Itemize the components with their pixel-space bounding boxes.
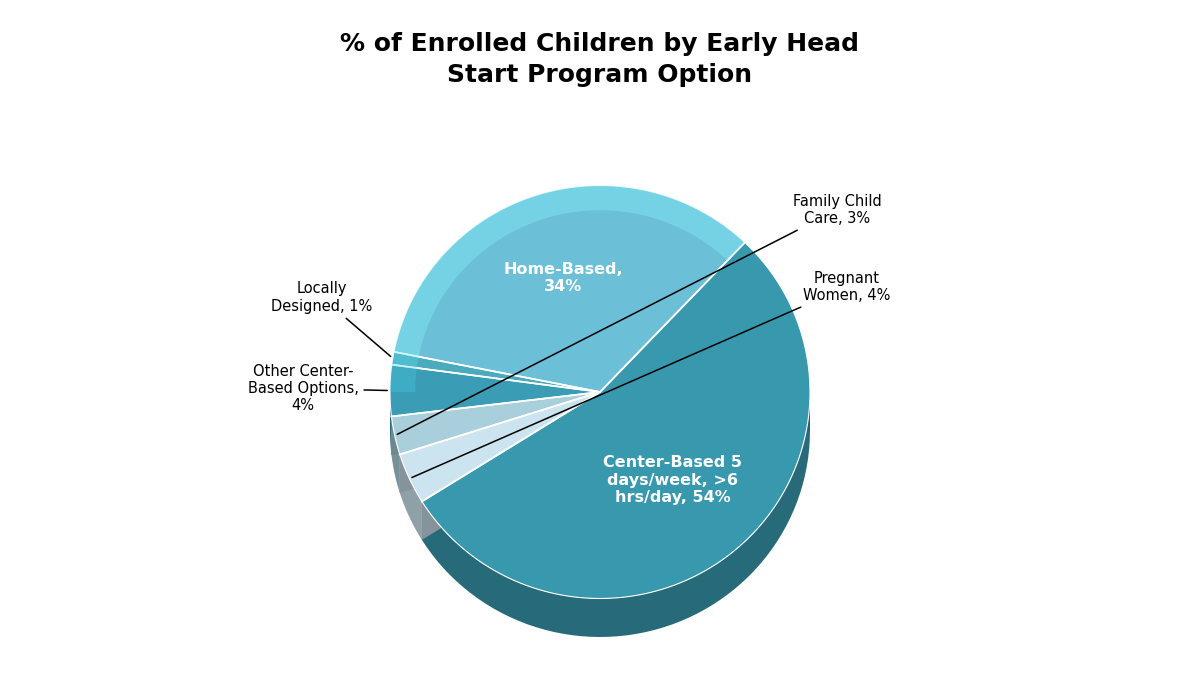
Polygon shape — [400, 392, 600, 493]
Polygon shape — [390, 365, 416, 392]
Polygon shape — [422, 392, 810, 637]
Polygon shape — [391, 392, 600, 454]
Polygon shape — [394, 186, 745, 357]
Polygon shape — [422, 392, 600, 540]
Text: Other Center-
Based Options,
4%: Other Center- Based Options, 4% — [247, 363, 388, 414]
Text: Start Program Option: Start Program Option — [448, 63, 752, 87]
Polygon shape — [422, 242, 810, 598]
Text: Locally
Designed, 1%: Locally Designed, 1% — [271, 281, 391, 356]
Polygon shape — [400, 392, 600, 493]
Polygon shape — [392, 352, 600, 392]
Polygon shape — [390, 365, 600, 416]
Polygon shape — [400, 392, 600, 501]
Text: % of Enrolled Children by Early Head: % of Enrolled Children by Early Head — [341, 32, 859, 55]
Polygon shape — [391, 392, 600, 455]
Text: Pregnant
Women, 4%: Pregnant Women, 4% — [412, 271, 890, 477]
Polygon shape — [391, 416, 400, 493]
Polygon shape — [391, 392, 600, 455]
Polygon shape — [600, 392, 810, 430]
Text: Home-Based,
34%: Home-Based, 34% — [503, 262, 623, 294]
Polygon shape — [422, 392, 600, 540]
Polygon shape — [390, 392, 600, 430]
Text: Family Child
Care, 3%: Family Child Care, 3% — [397, 194, 881, 435]
Text: Center-Based 5
days/week, >6
hrs/day, 54%: Center-Based 5 days/week, >6 hrs/day, 54… — [604, 455, 743, 505]
Polygon shape — [390, 392, 391, 455]
Polygon shape — [392, 352, 419, 368]
Polygon shape — [400, 454, 422, 540]
Polygon shape — [394, 186, 745, 392]
